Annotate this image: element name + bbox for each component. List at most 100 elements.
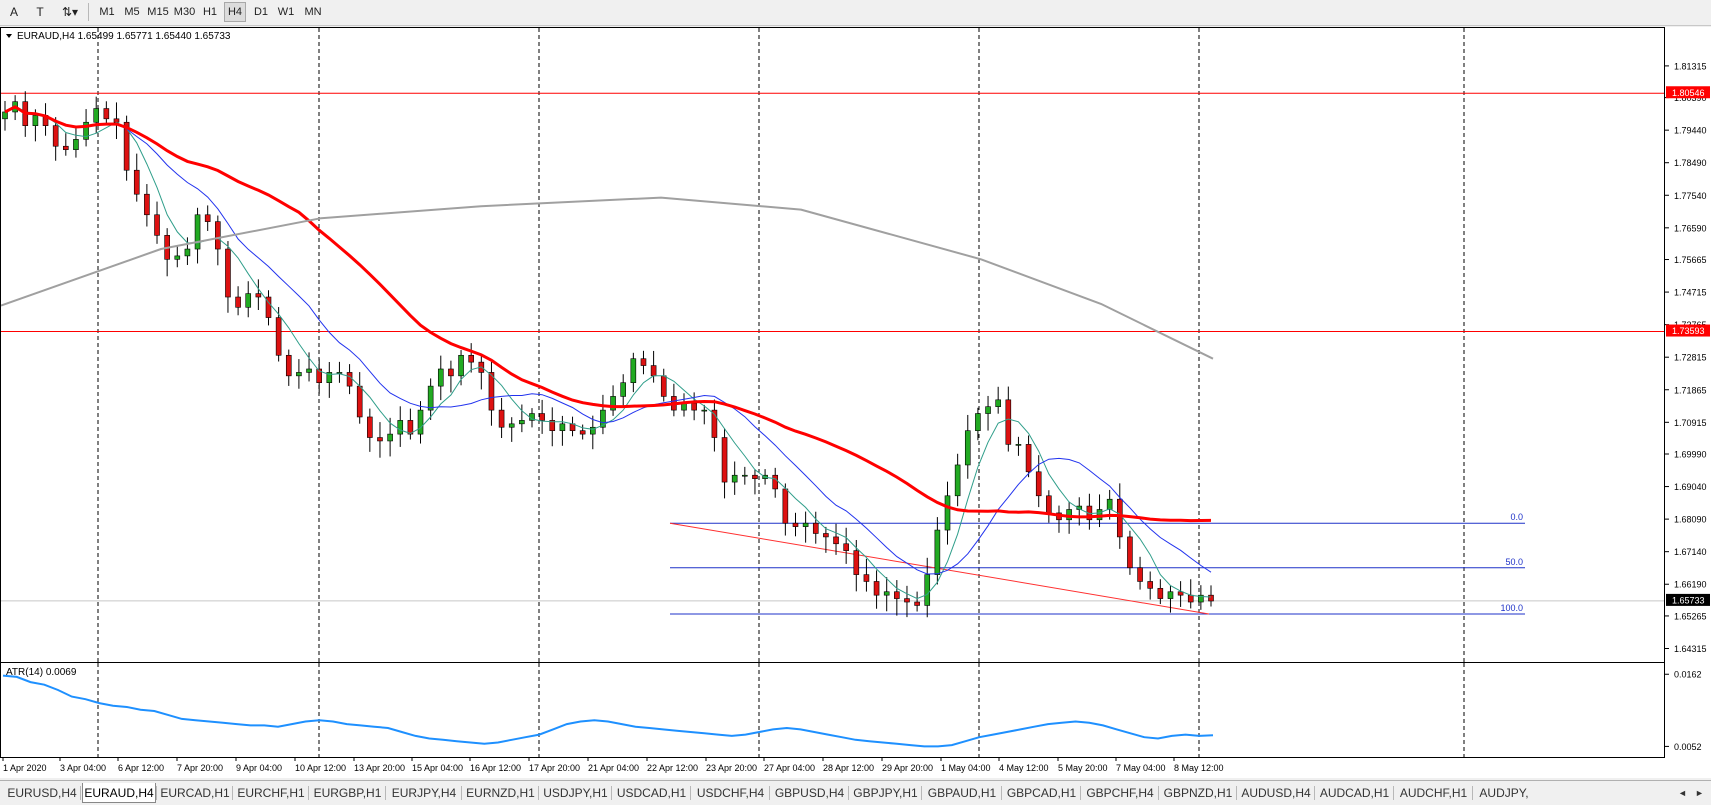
candle: [752, 469, 758, 495]
text-tool-icon[interactable]: A: [9, 5, 18, 19]
arrow-tool-icon[interactable]: ⇅▾: [61, 5, 79, 19]
price-tick-label: 1.70915: [1674, 418, 1707, 428]
candle: [600, 394, 606, 435]
tab-eurnzd-h1[interactable]: EURNZD,H1: [466, 786, 535, 800]
candle: [52, 117, 59, 161]
candle: [488, 361, 495, 426]
tab-eurcad-h1[interactable]: EURCAD,H1: [160, 786, 230, 800]
tab-gbpjpy-h1[interactable]: GBPJPY,H1: [853, 786, 918, 800]
candle: [346, 364, 353, 395]
atr-line: [2, 674, 1214, 748]
timeframe-mn-button[interactable]: MN: [304, 6, 322, 18]
candle: [174, 245, 181, 268]
price-chart[interactable]: 0.0 50.0 100.0 EURAUD,H4 1.65499 1.65771 1…: [0, 27, 1665, 663]
tab-gbpchf-h4[interactable]: GBPCHF,H4: [1086, 786, 1154, 800]
candle: [407, 408, 414, 440]
candle: [782, 483, 789, 536]
tabs-scroll-left-icon[interactable]: ◄: [1678, 788, 1687, 798]
moving-average-long: [1, 196, 1214, 360]
text-label-tool-icon[interactable]: T: [36, 5, 44, 19]
price-axis[interactable]: 1.813151.803901.794401.784901.775401.765…: [1665, 27, 1711, 758]
atr-tick-label: 0.0162: [1674, 670, 1702, 680]
timeframe-m1-button[interactable]: M1: [99, 6, 115, 18]
moving-average-slow: [4, 105, 1212, 523]
tab-eurchf-h1[interactable]: EURCHF,H1: [237, 786, 305, 800]
tab-gbpusd-h4[interactable]: GBPUSD,H4: [774, 786, 845, 800]
tab-audcad-h1[interactable]: AUDCAD,H1: [1319, 786, 1390, 800]
chart-header-toggle-icon[interactable]: [6, 34, 12, 38]
candle: [468, 343, 474, 373]
tab-audchf-h1[interactable]: AUDCHF,H1: [1399, 786, 1468, 800]
time-label: 7 May 04:00: [1116, 763, 1166, 773]
time-label: 21 Apr 04:00: [588, 763, 639, 773]
time-label: 8 May 12:00: [1174, 763, 1224, 773]
candle: [883, 577, 890, 612]
candle: [579, 424, 586, 440]
candle: [245, 281, 252, 318]
time-label: 17 Apr 20:00: [529, 763, 580, 773]
timeframe-m15-button[interactable]: M15: [147, 6, 169, 18]
tab-gbpnzd-h1[interactable]: GBPNZD,H1: [1163, 786, 1233, 800]
candle: [711, 399, 718, 452]
candle: [316, 358, 322, 394]
hline-price-badge: [1666, 324, 1710, 337]
tab-eurusd-h4[interactable]: EURUSD,H4: [7, 786, 77, 800]
candle: [671, 383, 677, 417]
tab-audjpy[interactable]: AUDJPY,: [1479, 786, 1529, 800]
candle: [154, 201, 160, 244]
candle: [387, 417, 393, 457]
candle: [1096, 494, 1103, 528]
current-price-label: 1.65733: [1672, 595, 1705, 605]
tab-separator: [690, 786, 691, 800]
candle: [144, 184, 150, 227]
timeframe-w1-button[interactable]: W1: [277, 6, 295, 18]
tab-euraud-h4[interactable]: EURAUD,H4: [82, 783, 156, 803]
candle: [681, 393, 687, 417]
timeframe-h1-button[interactable]: H1: [202, 6, 218, 18]
tab-separator: [156, 786, 157, 800]
atr-subwindow[interactable]: ATR(14) 0.0069: [0, 663, 1665, 758]
tab-separator: [538, 786, 539, 800]
candle: [1015, 436, 1022, 456]
timeframe-m30-button[interactable]: M30: [173, 6, 196, 18]
symbol-tabs: EURUSD,H4 EURAUD,H4 EURCAD,H1 EURCHF,H1 EURG…: [0, 780, 1711, 805]
time-label: 3 Apr 04:00: [60, 763, 106, 773]
toolbar-separator: [88, 3, 89, 21]
tab-usdchf-h4[interactable]: USDCHF,H4: [696, 786, 765, 800]
candle: [519, 404, 525, 433]
tab-separator: [921, 786, 922, 800]
candle: [569, 416, 576, 437]
timeframe-h4-button[interactable]: H4: [224, 2, 246, 22]
candle: [823, 526, 829, 553]
tab-eurgbp-h1[interactable]: EURGBP,H1: [313, 786, 382, 800]
candle: [802, 511, 809, 543]
tab-eurjpy-h4[interactable]: EURJPY,H4: [391, 786, 457, 800]
chart-toolbar: A T ⇅▾ M1 M5 M15 M30 H1 H4 D1 W1 MN: [0, 0, 1711, 26]
tabs-scroll-right-icon[interactable]: ►: [1695, 788, 1704, 798]
time-label: 16 Apr 12:00: [470, 763, 521, 773]
tab-gbpcad-h1[interactable]: GBPCAD,H1: [1006, 786, 1077, 800]
tab-audusd-h4[interactable]: AUDUSD,H4: [1241, 786, 1311, 800]
hline-price-label: 1.73593: [1672, 326, 1705, 336]
time-label: 6 Apr 12:00: [118, 763, 164, 773]
hline-price-badge: [1666, 86, 1710, 99]
tab-usdcad-h1[interactable]: USDCAD,H1: [616, 786, 687, 800]
timeframe-d1-button[interactable]: D1: [253, 6, 269, 18]
tab-usdjpy-h1[interactable]: USDJPY,H1: [543, 786, 608, 800]
tab-separator: [769, 786, 770, 800]
candle: [1127, 530, 1133, 575]
tab-gbpaud-h1[interactable]: GBPAUD,H1: [927, 786, 997, 800]
timeframe-m5-button[interactable]: M5: [124, 6, 140, 18]
price-tick-label: 1.77540: [1674, 191, 1707, 201]
price-tick-label: 1.78490: [1674, 158, 1707, 168]
candle: [954, 453, 961, 507]
candle: [995, 386, 1001, 414]
price-tick-label: 1.74715: [1674, 288, 1707, 298]
tab-separator: [80, 786, 81, 800]
candle: [904, 585, 910, 618]
tab-separator: [1472, 786, 1473, 800]
candle: [772, 467, 779, 498]
candle: [133, 153, 140, 202]
candle: [306, 352, 312, 382]
candle: [873, 570, 880, 609]
